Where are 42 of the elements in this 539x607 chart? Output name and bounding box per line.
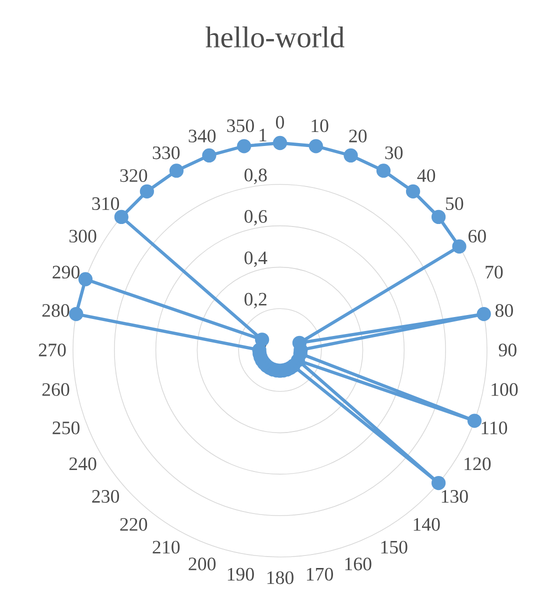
- y-tick-label: 0,6: [244, 210, 267, 226]
- spoke-label: 110: [482, 422, 508, 434]
- spoke-label: 100: [492, 383, 518, 396]
- spoke-label: 240: [69, 457, 96, 470]
- spoke-label: 0: [276, 116, 284, 129]
- spoke-label: 80: [495, 304, 513, 317]
- spoke-label: 290: [52, 266, 80, 279]
- spoke-label: 330: [152, 146, 180, 160]
- spoke-label: 230: [92, 490, 120, 503]
- spoke-label: 350: [227, 119, 254, 132]
- spoke-label: 50: [446, 197, 464, 210]
- spoke-label: 310: [92, 197, 120, 210]
- spoke-label: 280: [42, 304, 70, 317]
- spoke-label: 170: [306, 568, 333, 581]
- spoke-label: 200: [188, 558, 216, 570]
- spoke-label: 180: [267, 571, 294, 584]
- spoke-label: 130: [442, 490, 468, 503]
- spoke-label: 270: [38, 344, 66, 356]
- spoke-label: 210: [152, 540, 180, 554]
- spoke-label: 220: [120, 518, 148, 531]
- spoke-label: 260: [42, 383, 70, 396]
- spoke-label: 40: [417, 169, 436, 182]
- y-tick-label: 0,8: [244, 168, 267, 184]
- spoke-label: 70: [486, 266, 503, 279]
- spoke-label: 150: [381, 540, 408, 554]
- spoke-label: 250: [52, 422, 80, 434]
- y-tick-label: 1: [260, 128, 266, 142]
- y-tick-label: 0,2: [244, 292, 266, 308]
- spoke-label: 340: [188, 130, 216, 142]
- spoke-label: 320: [120, 169, 148, 182]
- spoke-label: 190: [228, 568, 254, 581]
- spoke-label: 60: [468, 230, 486, 243]
- spoke-label: 10: [312, 119, 328, 132]
- y-tick-label: 0,4: [244, 251, 268, 267]
- spoke-label: 30: [385, 146, 403, 160]
- spoke-label: 160: [345, 558, 372, 570]
- spoke-label: 300: [70, 230, 96, 243]
- chart-title: hello-world: [206, 26, 344, 48]
- spoke-label: 140: [414, 518, 440, 531]
- spoke-label: 20: [349, 130, 367, 142]
- spoke-label: 120: [464, 457, 491, 470]
- spoke-label: 90: [498, 344, 516, 356]
